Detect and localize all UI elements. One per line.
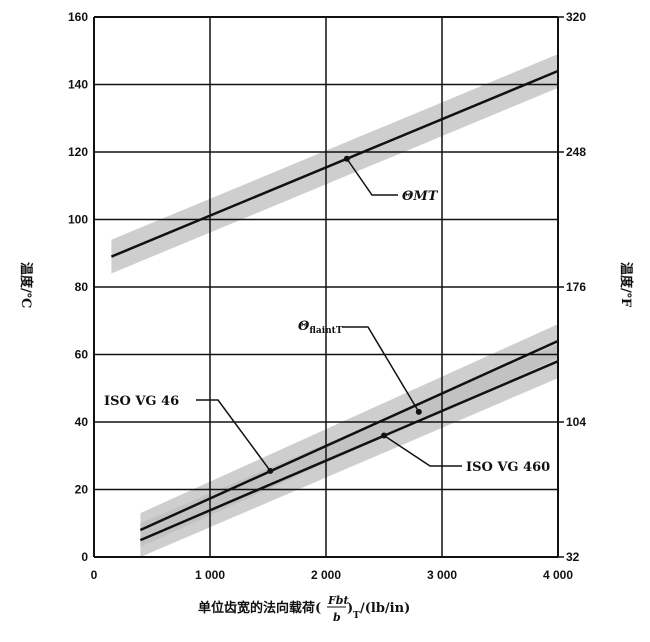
tick-labels: 0 1 000 2 000 3 000 4 000 0 20 40 60 80 100 120 140 1… xyxy=(68,10,586,582)
leader-theta-mt xyxy=(346,158,398,196)
y-tick-label: 120 xyxy=(68,145,88,159)
leader-theta-flaint xyxy=(342,326,420,413)
x-tick-label: 3 000 xyxy=(427,568,457,582)
series-line-iso-vg-46 xyxy=(139,339,559,532)
x-tick-label: 1 000 xyxy=(195,568,225,582)
leader-iso-vg-460 xyxy=(383,434,462,467)
x-label-subscript: T xyxy=(353,611,360,621)
annotations: ΘflaintT ISO VG 46 ISO VG 460 xyxy=(104,155,550,475)
scatter-bands xyxy=(111,54,559,557)
x-tick-label: 2 000 xyxy=(311,568,341,582)
x-label-unit: /(lb/in) xyxy=(360,601,410,616)
y-tick-label: 20 xyxy=(75,483,89,497)
y-axis-label-left: 温度/℃ xyxy=(18,262,34,308)
x-label-suffix: ) xyxy=(347,601,353,616)
label-theta-mt: ΘMT xyxy=(402,189,439,204)
y-right-tick-label: 248 xyxy=(566,145,586,159)
y-tick-label: 160 xyxy=(68,10,88,24)
x-tick-label: 4 000 xyxy=(543,568,573,582)
x-axis-label: 单位齿宽的法向载荷( Fbt b ) T /(lb/in) xyxy=(198,594,410,624)
series-line-θmt xyxy=(110,69,559,258)
x-tick-label: 0 xyxy=(91,568,98,582)
leader-iso-vg-46 xyxy=(196,399,271,472)
y-tick-label: 140 xyxy=(68,78,88,92)
series-line-iso-vg-460 xyxy=(139,360,559,542)
y-right-tick-label: 104 xyxy=(566,415,586,429)
label-theta-flaint: ΘflaintT xyxy=(298,319,343,336)
label-iso-vg-46: ISO VG 46 xyxy=(104,394,179,409)
label-iso-vg-460: ISO VG 460 xyxy=(466,460,550,475)
y-right-tick-label: 320 xyxy=(566,10,586,24)
x-label-prefix: 单位齿宽的法向载荷( xyxy=(198,600,321,616)
y-axis-label-right: 温度/℉ xyxy=(618,262,634,308)
x-label-denominator: b xyxy=(333,611,341,624)
y-right-tick-label: 176 xyxy=(566,280,586,294)
y-tick-label: 100 xyxy=(68,213,88,227)
series-lines xyxy=(110,69,559,542)
y-tick-label: 40 xyxy=(75,415,89,429)
y-tick-label: 60 xyxy=(75,348,89,362)
grid xyxy=(93,16,559,558)
y-right-tick-label: 32 xyxy=(566,550,580,564)
x-label-numerator: Fbt xyxy=(327,594,349,607)
y-tick-label: 80 xyxy=(75,280,89,294)
y-tick-label: 0 xyxy=(81,550,88,564)
